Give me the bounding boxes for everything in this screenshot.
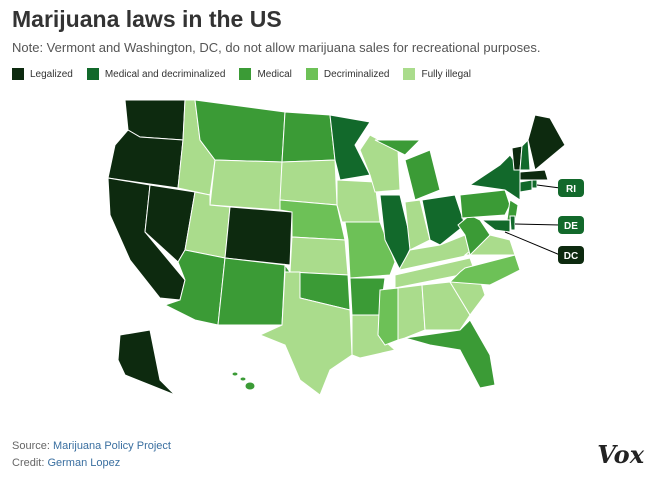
state: [404, 319, 496, 389]
callout-line: [536, 184, 561, 189]
state: [344, 221, 396, 279]
legend-item: Fully illegal: [403, 68, 471, 80]
us-map: RI DE DC: [107, 99, 584, 396]
state: [480, 219, 511, 233]
callout-label: DC: [564, 251, 578, 262]
state: [509, 215, 516, 231]
state: [397, 284, 426, 341]
state: [374, 139, 422, 156]
legend-swatch: [305, 68, 318, 80]
state: [239, 376, 247, 382]
state: [244, 381, 256, 391]
callout-box: [558, 216, 584, 234]
legend: Legalized Medical and decriminalized Medic…: [12, 68, 471, 80]
state: [421, 281, 471, 331]
state: [421, 194, 466, 246]
legend-item: Medical and decriminalized: [86, 68, 226, 80]
state: [231, 371, 239, 377]
state: [377, 287, 399, 346]
legend-label: Decriminalized: [323, 68, 390, 80]
state: [209, 159, 283, 211]
state: [531, 179, 538, 189]
logo: Vox: [597, 440, 644, 469]
legend-swatch: [86, 68, 99, 80]
state: [281, 111, 336, 163]
state: [459, 189, 511, 219]
legend-label: Medical and decriminalized: [104, 68, 226, 80]
credit: Credit: German Lopez: [12, 457, 120, 469]
legend-swatch: [403, 68, 416, 80]
callout-line: [514, 223, 561, 226]
callout-label: RI: [566, 184, 576, 195]
legend-swatch: [239, 68, 252, 80]
state: [527, 114, 566, 171]
state: [279, 159, 338, 206]
state: [519, 169, 549, 181]
legend-swatch: [12, 68, 24, 80]
credit-label: Credit:: [12, 457, 45, 469]
legend-label: Legalized: [30, 68, 73, 80]
credit-link[interactable]: German Lopez: [47, 457, 121, 469]
state: [217, 257, 286, 326]
state: [117, 329, 176, 396]
state: [404, 149, 441, 201]
legend-label: Fully illegal: [421, 68, 471, 80]
source-link[interactable]: Marijuana Policy Project: [52, 440, 171, 452]
legend-item: Decriminalized: [305, 68, 390, 80]
callout-line: [504, 231, 561, 256]
source: Source: Marijuana Policy Project: [12, 440, 171, 452]
state: [258, 271, 353, 396]
source-label: Source:: [12, 440, 50, 452]
legend-item: Legalized: [12, 68, 73, 80]
legend-label: Medical: [257, 68, 292, 80]
state: [224, 206, 293, 266]
state: [519, 138, 531, 171]
callout-box: [558, 179, 584, 197]
callout-box: [558, 246, 584, 264]
note: Note: Vermont and Washington, DC, do not…: [12, 40, 541, 55]
title: Marijuana laws in the US: [12, 6, 282, 32]
legend-item: Medical: [239, 68, 292, 80]
state: [289, 236, 349, 276]
callout-label: DE: [564, 221, 578, 232]
state: [519, 179, 533, 193]
